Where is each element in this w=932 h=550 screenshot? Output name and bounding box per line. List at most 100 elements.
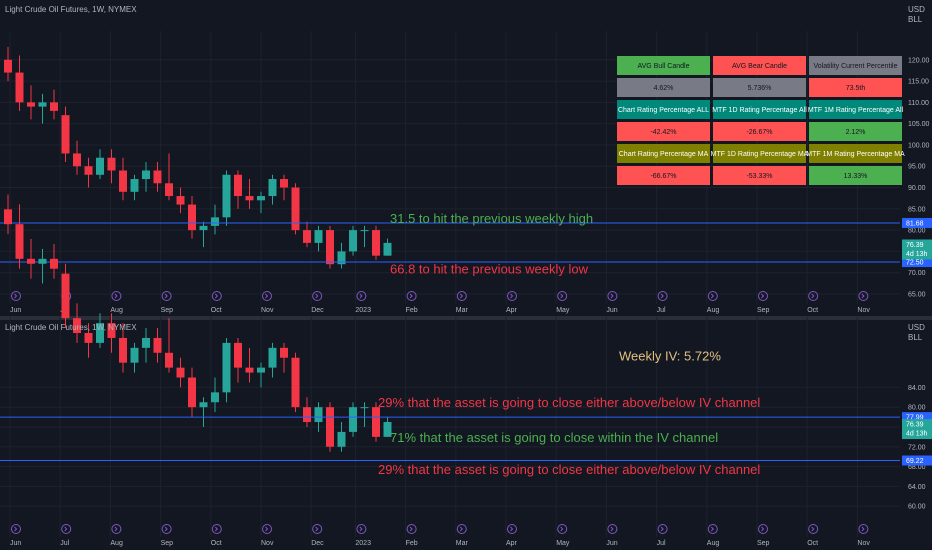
candle[interactable] — [280, 174, 288, 201]
candle[interactable] — [188, 367, 196, 418]
event-marker-icon[interactable] — [456, 524, 467, 534]
candle[interactable] — [119, 323, 127, 373]
candle[interactable] — [383, 238, 392, 256]
candle[interactable] — [38, 93, 47, 124]
event-marker-icon[interactable] — [607, 524, 618, 534]
candle[interactable] — [257, 191, 265, 214]
event-marker-icon[interactable] — [262, 291, 272, 301]
event-marker-icon[interactable] — [557, 291, 568, 301]
candle[interactable] — [176, 187, 185, 214]
event-marker-icon[interactable] — [808, 524, 819, 534]
candle[interactable] — [84, 323, 93, 358]
candle[interactable] — [4, 47, 12, 82]
candle[interactable] — [50, 243, 58, 279]
candle[interactable] — [211, 377, 219, 413]
candle[interactable] — [337, 242, 346, 269]
candle[interactable] — [245, 347, 254, 383]
candle[interactable] — [50, 89, 58, 120]
bottom-price-axis[interactable]: 84.0080.0076.0072.0068.0064.0060.0077.99… — [902, 385, 932, 511]
event-marker-icon[interactable] — [406, 291, 417, 301]
top-horizontal-lines[interactable] — [0, 222, 900, 263]
candle[interactable] — [326, 402, 334, 452]
event-marker-icon[interactable] — [312, 524, 323, 534]
pane-divider[interactable] — [0, 316, 932, 320]
candle[interactable] — [119, 157, 127, 201]
candle[interactable] — [268, 174, 277, 205]
candle[interactable] — [153, 161, 162, 192]
candle[interactable] — [176, 357, 185, 388]
event-marker-icon[interactable] — [758, 291, 768, 301]
event-marker-icon[interactable] — [11, 291, 21, 301]
candle[interactable] — [165, 153, 173, 201]
candle[interactable] — [222, 170, 231, 226]
event-marker-icon[interactable] — [507, 524, 517, 534]
candle[interactable] — [130, 174, 139, 201]
candle[interactable] — [188, 196, 196, 239]
candle[interactable] — [27, 85, 35, 120]
candle[interactable] — [360, 225, 369, 248]
event-marker-icon[interactable] — [858, 291, 869, 301]
candle[interactable] — [165, 318, 173, 373]
event-marker-icon[interactable] — [607, 291, 618, 301]
event-marker-icon[interactable] — [557, 524, 568, 534]
candle[interactable] — [222, 337, 231, 403]
event-marker-icon[interactable] — [758, 524, 768, 534]
candle[interactable] — [15, 204, 24, 269]
candle[interactable] — [107, 313, 116, 353]
event-marker-icon[interactable] — [507, 291, 517, 301]
event-marker-icon[interactable] — [657, 524, 668, 534]
candle[interactable] — [73, 303, 81, 343]
candle[interactable] — [38, 248, 47, 284]
candle[interactable] — [27, 239, 35, 279]
candle[interactable] — [153, 328, 162, 363]
candle[interactable] — [15, 55, 24, 111]
event-marker-icon[interactable] — [356, 291, 367, 301]
candle[interactable] — [383, 417, 392, 437]
candle[interactable] — [360, 402, 369, 427]
candle[interactable] — [337, 422, 346, 452]
event-marker-icon[interactable] — [211, 524, 222, 534]
candle[interactable] — [107, 149, 116, 184]
candle[interactable] — [326, 225, 334, 269]
event-marker-icon[interactable] — [111, 524, 122, 534]
candle[interactable] — [291, 183, 300, 235]
event-marker-icon[interactable] — [808, 291, 819, 301]
candle[interactable] — [268, 342, 277, 378]
candle[interactable] — [303, 397, 311, 427]
bottom-event-markers[interactable] — [11, 524, 869, 534]
candle[interactable] — [291, 352, 300, 413]
candle[interactable] — [61, 263, 70, 329]
candle[interactable] — [199, 397, 208, 427]
candle[interactable] — [84, 157, 93, 188]
candle[interactable] — [142, 328, 150, 363]
event-marker-icon[interactable] — [406, 524, 417, 534]
event-marker-icon[interactable] — [262, 524, 272, 534]
candle[interactable] — [142, 161, 150, 192]
candle[interactable] — [349, 225, 357, 256]
top-candles[interactable] — [4, 47, 392, 269]
candle[interactable] — [96, 149, 104, 180]
bottom-horizontal-lines[interactable] — [0, 416, 900, 462]
candle[interactable] — [372, 402, 380, 442]
event-marker-icon[interactable] — [211, 291, 222, 301]
event-marker-icon[interactable] — [161, 524, 172, 534]
event-marker-icon[interactable] — [111, 291, 122, 301]
candle[interactable] — [280, 342, 288, 373]
candle[interactable] — [257, 362, 265, 388]
bottom-candles[interactable] — [4, 194, 392, 452]
candle[interactable] — [130, 342, 139, 373]
candle[interactable] — [234, 170, 242, 209]
candle[interactable] — [303, 221, 311, 248]
top-price-axis[interactable]: 120.00 115.00 110.00 105.00 100.00 95.00 90.00… — [902, 57, 932, 299]
candle[interactable] — [96, 313, 104, 348]
event-marker-icon[interactable] — [161, 291, 172, 301]
event-marker-icon[interactable] — [707, 291, 718, 301]
candle[interactable] — [61, 106, 70, 162]
event-marker-icon[interactable] — [657, 291, 668, 301]
candle[interactable] — [245, 179, 254, 209]
event-marker-icon[interactable] — [11, 524, 21, 534]
candle[interactable] — [314, 225, 323, 252]
candle[interactable] — [234, 337, 242, 383]
